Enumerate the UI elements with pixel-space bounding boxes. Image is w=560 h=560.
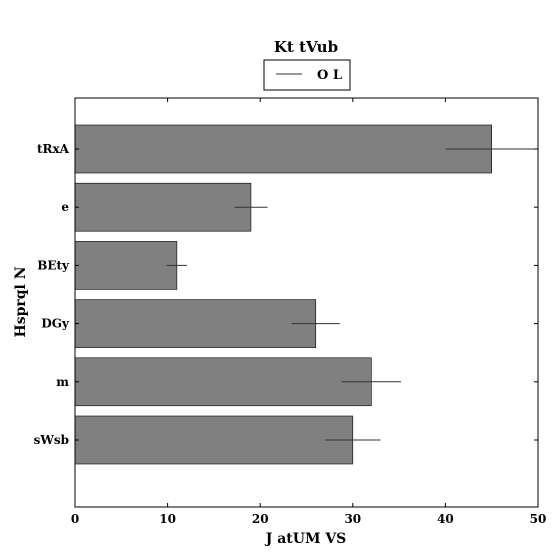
x-tick-label: 10 (159, 512, 176, 526)
bar-sWsb (74, 415, 354, 465)
x-axis-label: J atUM VS (264, 531, 347, 547)
y-axis-label: Hsprql N (13, 266, 29, 337)
x-tick-label: 30 (344, 512, 361, 526)
bar-tRxA (74, 124, 493, 174)
legend-label: O L (317, 68, 342, 83)
error-bars-layer (166, 148, 538, 441)
plot-area-frame (74, 97, 539, 508)
y-tick-label: e (61, 200, 69, 214)
bar-e (74, 182, 252, 232)
bar-m (74, 357, 372, 407)
y-tick-label: m (56, 375, 69, 389)
x-tick-label: 0 (71, 512, 79, 526)
x-tick-label: 40 (437, 512, 454, 526)
x-axis: 0 10 20 30 40 50 (71, 98, 547, 526)
legend-box (263, 59, 351, 91)
x-tick-label: 20 (252, 512, 269, 526)
y-tick-label: sWsb (34, 433, 69, 447)
legend: O L (263, 59, 351, 91)
bar-BEty (74, 241, 178, 290)
y-tick-label: tRxA (37, 142, 70, 156)
y-tick-label: DGy (41, 317, 70, 331)
x-tick-label: 50 (530, 512, 547, 526)
bars-layer (74, 124, 493, 465)
bar-DGy (74, 299, 317, 348)
chart-title: Kt tVub (274, 38, 338, 56)
y-axis: tRxA e BEty DGy m sWsb (34, 142, 538, 447)
y-tick-label: BEty (37, 258, 70, 272)
